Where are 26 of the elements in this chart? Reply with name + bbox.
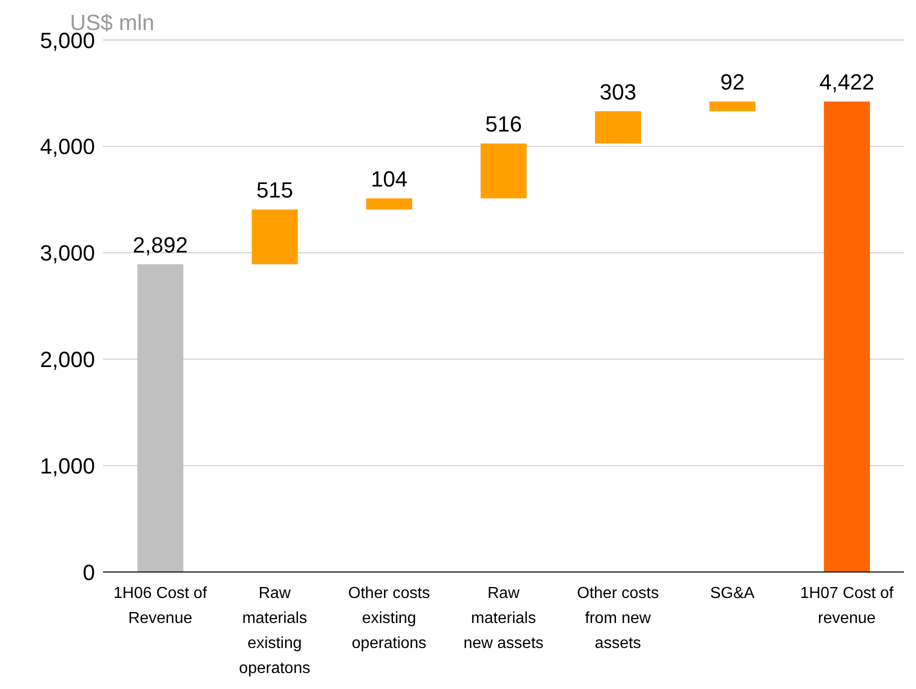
y-tick-label: 0: [82, 560, 95, 585]
data-label: 2,892: [132, 232, 188, 258]
x-tick-label: Other costs existing operations: [348, 585, 430, 652]
bar: [480, 144, 527, 198]
y-tick-label: 2,000: [40, 347, 95, 372]
x-tick-label: 1H07 Cost of revenue: [800, 585, 894, 627]
data-label: 104: [370, 166, 408, 192]
x-tick-label: 1H06 Cost of Revenue: [114, 585, 208, 627]
y-tick-label: 4,000: [40, 134, 95, 160]
data-label: 516: [485, 112, 522, 137]
x-tick-label: Other costs from new assets: [577, 585, 659, 652]
bar: [709, 102, 756, 112]
y-tick-label: 3,000: [40, 240, 95, 266]
data-label: 515: [256, 177, 294, 202]
data-label: 92: [720, 70, 745, 94]
data-label: 303: [600, 79, 636, 104]
bar: [137, 264, 184, 572]
x-tick-label: Raw materials existing operatons: [239, 585, 310, 677]
bar: [824, 102, 870, 572]
y-tick-label: 1,000: [40, 453, 95, 478]
bar: [366, 198, 412, 210]
x-tick-label: SG&A: [710, 585, 755, 602]
x-tick-label: Raw materials new assets: [463, 585, 544, 652]
bar: [595, 111, 642, 144]
bar: [252, 209, 298, 264]
data-label: 4,422: [819, 70, 874, 94]
